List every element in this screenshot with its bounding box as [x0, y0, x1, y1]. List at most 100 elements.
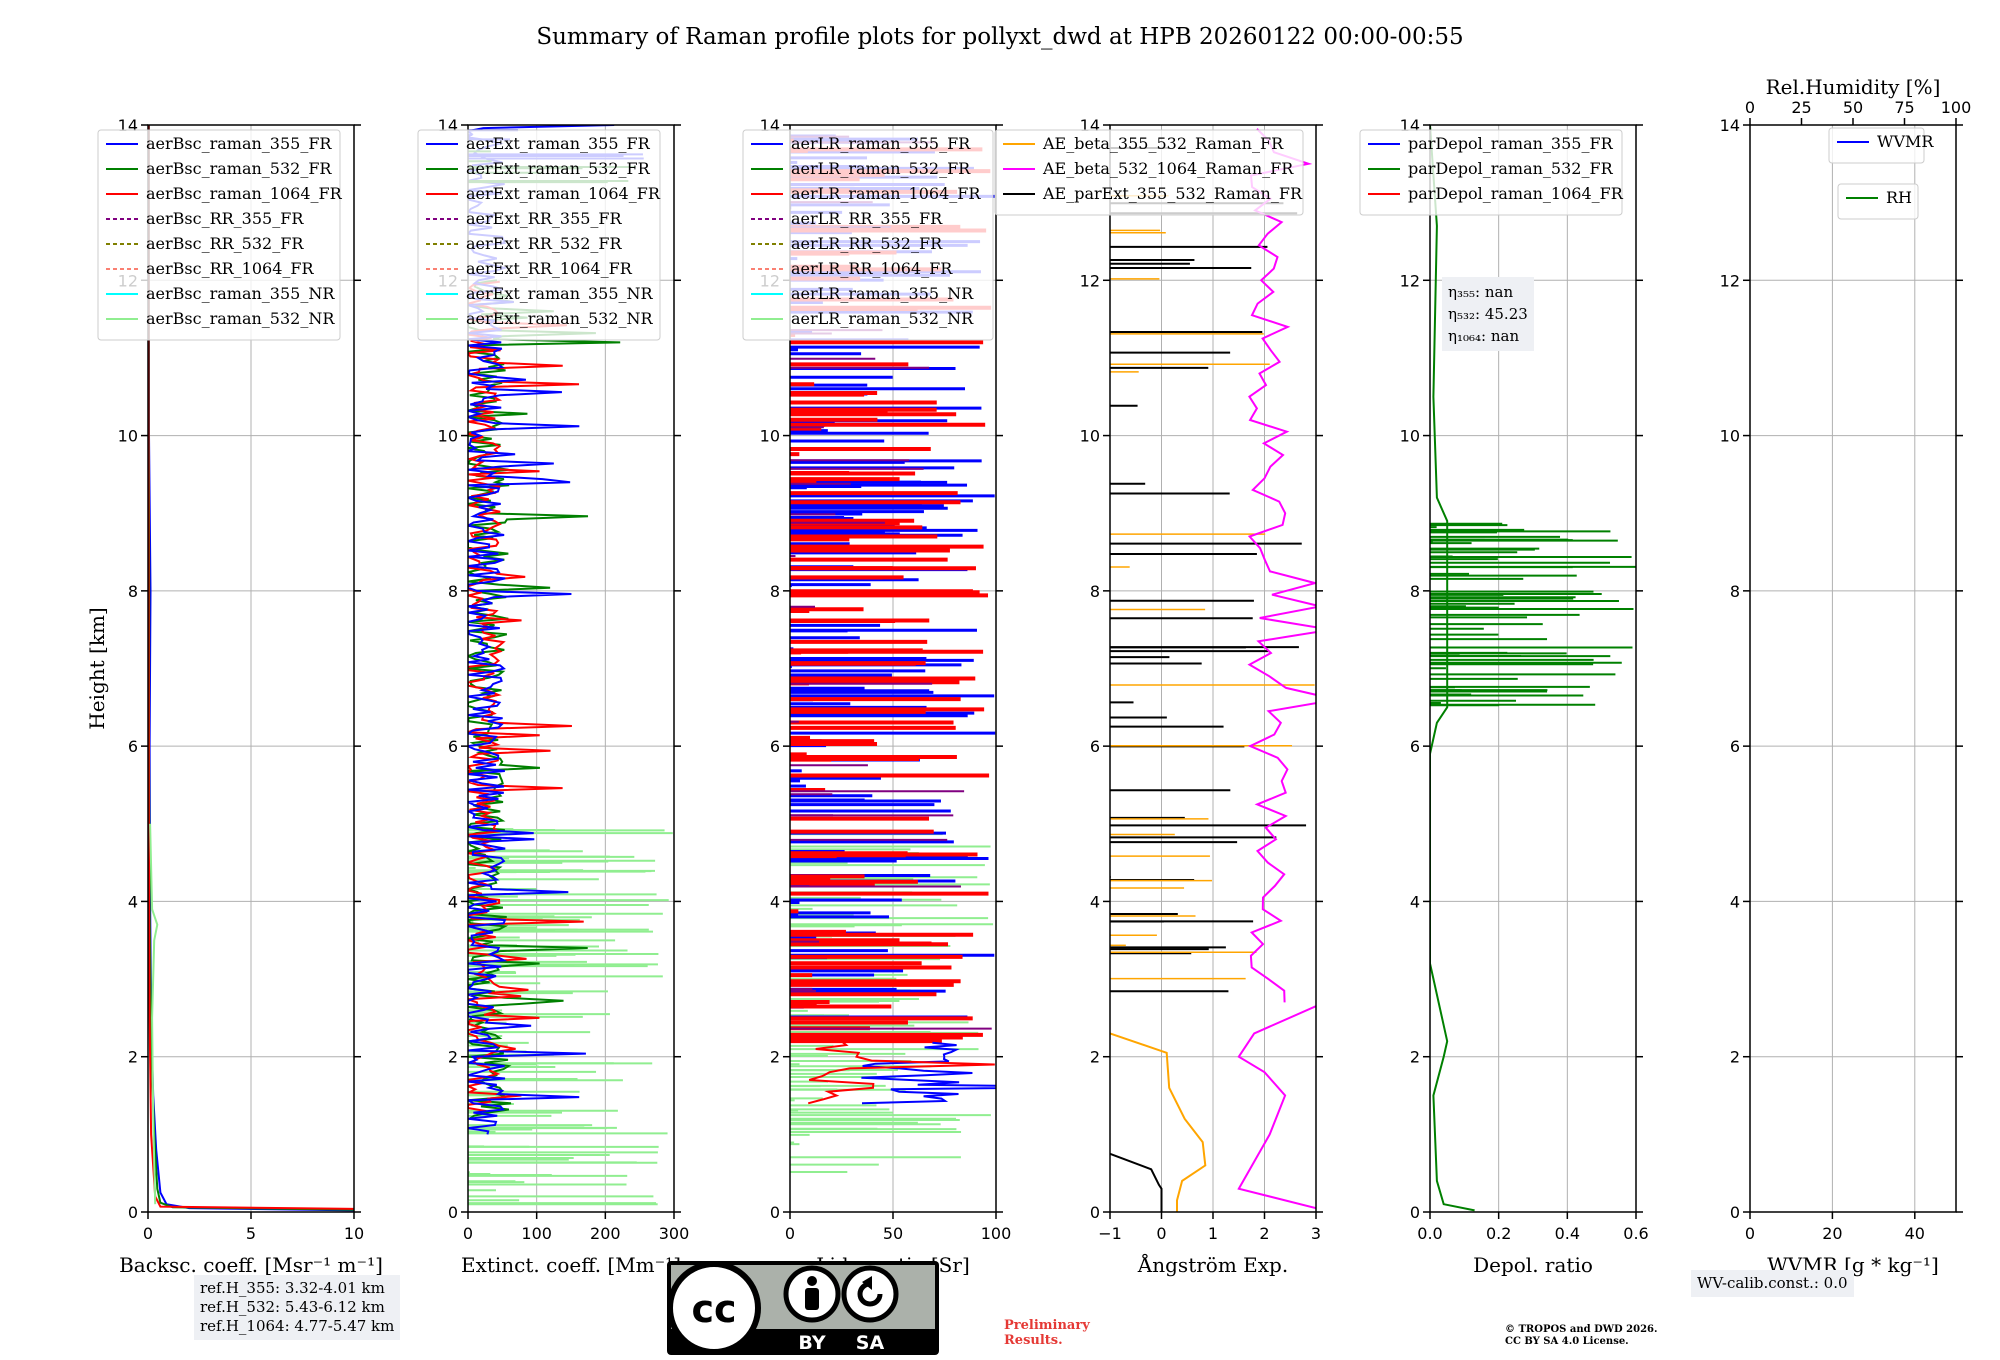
x-axis-label: Depol. ratio — [1473, 1253, 1593, 1277]
figure-canvas: Summary of Raman profile plots for polly… — [0, 0, 2000, 1360]
legend-label: aerLR_RR_355_FR — [791, 209, 943, 228]
y-tick-label: 8 — [1090, 582, 1100, 601]
legend-label: aerLR_raman_1064_FR — [791, 184, 981, 203]
legend-label: aerBsc_raman_532_NR — [146, 309, 335, 328]
x-tick-label: 100 — [981, 1224, 1012, 1243]
legend-label: AE_parExt_355_532_Raman_FR — [1042, 184, 1303, 203]
legend-label: aerExt_raman_355_FR — [466, 134, 651, 153]
axes-frame — [1750, 125, 1956, 1212]
y-tick-label: 0 — [1730, 1203, 1740, 1222]
y-tick-label: 6 — [1410, 737, 1420, 756]
legend-label: aerExt_RR_355_FR — [466, 209, 623, 228]
copyright-line-2: CC BY SA 4.0 License. — [1505, 1336, 1657, 1348]
legend-label: aerExt_raman_532_FR — [466, 159, 651, 178]
legend-label: aerBsc_raman_355_NR — [146, 284, 335, 303]
panels: 051002468101214Backsc. coeff. [Msr⁻¹ m⁻¹… — [85, 75, 1971, 1277]
legend-label: AE_beta_532_1064_Raman_FR — [1042, 159, 1294, 178]
x-tick-label: 50 — [883, 1224, 903, 1243]
top-x-axis-label: Rel.Humidity [%] — [1766, 75, 1941, 99]
legend-label: aerLR_raman_532_NR — [791, 309, 974, 328]
y-tick-label: 10 — [118, 427, 138, 446]
lr-355-low-line — [861, 1043, 1091, 1104]
y-tick-label: 8 — [448, 582, 458, 601]
legend-label: aerLR_raman_355_FR — [791, 134, 971, 153]
x-axis-label: Extinct. coeff. [Mm⁻¹] — [461, 1253, 681, 1277]
panel-backscatter: 051002468101214Backsc. coeff. [Msr⁻¹ m⁻¹… — [85, 116, 383, 1277]
legend-label: aerLR_raman_355_NR — [791, 284, 974, 303]
y-tick-label: 2 — [770, 1048, 780, 1067]
legend-label: aerLR_RR_1064_FR — [791, 259, 953, 278]
y-tick-label: 6 — [1730, 737, 1740, 756]
y-tick-label: 4 — [1730, 892, 1740, 911]
wv-calib-box: WV-calib.const.: 0.0 — [1691, 1270, 1854, 1297]
y-tick-label: 0 — [770, 1203, 780, 1222]
y-tick-label: 10 — [1400, 427, 1420, 446]
y-axis-label: Height [km] — [85, 607, 109, 729]
legend-label: RH — [1886, 188, 1912, 207]
panel-lidar_ratio: 05010002468101214Lidar ratio [Sr]aerLR_r… — [743, 116, 1092, 1277]
eta-box: η₃₅₅: nan η₅₃₂: 45.23 η₁₀₆₄: nan — [1442, 277, 1534, 351]
by-person-head-icon — [807, 1276, 817, 1286]
legend-label: aerBsc_raman_532_FR — [146, 159, 332, 178]
y-tick-label: 10 — [760, 427, 780, 446]
x-tick-label: 0 — [463, 1224, 473, 1243]
preliminary-line-2: Results. — [1004, 1333, 1090, 1348]
x-tick-label: 300 — [659, 1224, 690, 1243]
legend-label: parDepol_raman_1064_FR — [1408, 184, 1624, 203]
y-tick-label: 8 — [1730, 582, 1740, 601]
x-tick-label: 5 — [246, 1224, 256, 1243]
legend-label: parDepol_raman_532_FR — [1408, 159, 1614, 178]
y-tick-label: 2 — [128, 1048, 138, 1067]
legend-label: aerExt_RR_532_FR — [466, 234, 623, 253]
y-tick-label: 2 — [1730, 1048, 1740, 1067]
cc-by-label: BY — [798, 1332, 825, 1354]
wv-calib-text: WV-calib.const.: 0.0 — [1697, 1274, 1848, 1293]
y-tick-label: 10 — [1080, 427, 1100, 446]
legend-label: aerExt_raman_532_NR — [466, 309, 654, 328]
y-tick-label: 4 — [448, 892, 458, 911]
y-tick-label: 0 — [1090, 1203, 1100, 1222]
x-tick-label: 0.4 — [1555, 1224, 1580, 1243]
x-tick-label: 0 — [143, 1224, 153, 1243]
y-tick-label: 4 — [1090, 892, 1100, 911]
legend-label: aerBsc_raman_355_FR — [146, 134, 332, 153]
legend-label: aerExt_RR_1064_FR — [466, 259, 633, 278]
y-tick-label: 6 — [128, 737, 138, 756]
y-tick-label: 4 — [770, 892, 780, 911]
y-tick-label: 4 — [128, 892, 138, 911]
y-tick-label: 8 — [770, 582, 780, 601]
series-line-AE_beta_532_1064_Raman_FR — [1239, 1006, 1316, 1208]
y-tick-label: 0 — [448, 1203, 458, 1222]
y-tick-label: 8 — [128, 582, 138, 601]
y-tick-label: 0 — [1410, 1203, 1420, 1222]
ref-height-355: ref.H_355: 3.32-4.01 km — [200, 1279, 394, 1298]
y-tick-label: 6 — [448, 737, 458, 756]
top-x-tick-label: 100 — [1941, 98, 1972, 117]
x-tick-label: 100 — [521, 1224, 552, 1243]
eta-1064: η₁₀₆₄: nan — [1448, 325, 1528, 347]
cc-license-badge: cc BY SA — [666, 1260, 940, 1356]
legend-label: WVMR — [1877, 132, 1934, 151]
y-tick-label: 12 — [1400, 271, 1420, 290]
cc-logo-text: cc — [691, 1287, 736, 1331]
copyright-notice: © TROPOS and DWD 2026. CC BY SA 4.0 Lice… — [1505, 1324, 1657, 1348]
x-tick-label: 200 — [590, 1224, 621, 1243]
figure-title: Summary of Raman profile plots for polly… — [536, 24, 1463, 50]
top-x-tick-label: 0 — [1745, 98, 1755, 117]
x-tick-label: 0.2 — [1486, 1224, 1511, 1243]
eta-532: η₅₃₂: 45.23 — [1448, 303, 1528, 325]
ae-beta532-upper-line — [1249, 129, 1337, 1003]
x-tick-label: 0 — [785, 1224, 795, 1243]
x-tick-label: 0.0 — [1417, 1224, 1442, 1243]
x-tick-label: 20 — [1822, 1224, 1842, 1243]
copyright-line-1: © TROPOS and DWD 2026. — [1505, 1324, 1657, 1336]
y-tick-label: 2 — [1410, 1048, 1420, 1067]
x-tick-label: 0 — [1156, 1224, 1166, 1243]
preliminary-notice: Preliminary Results. — [1004, 1318, 1090, 1348]
legend-label: AE_beta_355_532_Raman_FR — [1042, 134, 1284, 153]
x-axis-label: Ångström Exp. — [1137, 1252, 1288, 1277]
legend-label: aerBsc_RR_1064_FR — [146, 259, 315, 278]
y-tick-label: 6 — [1090, 737, 1100, 756]
x-tick-label: 0.6 — [1623, 1224, 1648, 1243]
